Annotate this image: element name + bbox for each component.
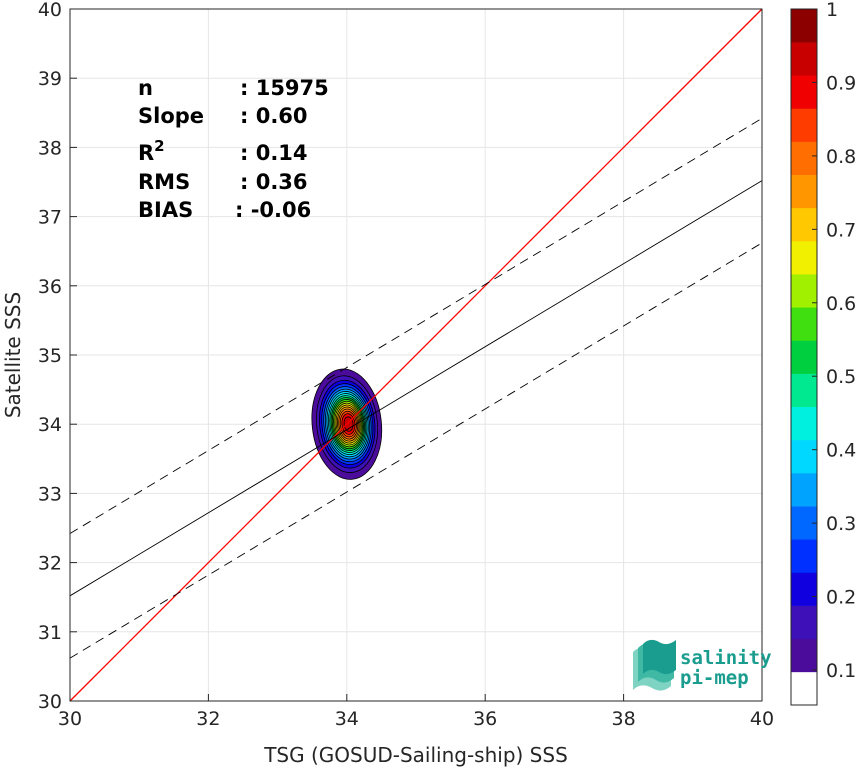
colorbar-segment	[791, 572, 817, 606]
x-tick-label: 34	[335, 708, 359, 730]
y-tick-label: 34	[38, 414, 62, 436]
colorbar-segment	[791, 373, 817, 408]
colorbar-tick-label: 0.1	[826, 660, 856, 682]
stat-label: n	[138, 76, 153, 100]
colorbar-segment	[791, 473, 817, 507]
colorbar-segment	[791, 108, 817, 142]
stat-label: RMS	[138, 170, 190, 194]
y-tick-label: 35	[38, 345, 62, 367]
logo-text-line1: salinity	[680, 647, 772, 669]
colorbar-segment	[791, 75, 817, 109]
colorbar-tick-label: 1	[826, 0, 838, 21]
grid	[69, 8, 763, 702]
y-ticks: 30 31 32 33 34 35 36 37 38 39 40	[38, 0, 77, 713]
stat-value: : -0.06	[235, 198, 311, 222]
colorbar-segment	[791, 141, 817, 176]
colorbar-segment	[791, 307, 817, 341]
colorbar-segment	[791, 340, 817, 374]
colorbar-segment	[791, 439, 817, 474]
colorbar-segment	[791, 671, 817, 706]
fit-line	[69, 180, 763, 597]
logo-wave-icon	[633, 639, 676, 691]
x-tick-label: 38	[612, 708, 636, 730]
stat-value: : 0.36	[240, 170, 308, 194]
colorbar-segment	[791, 207, 817, 242]
colorbar-tick-label: 0.6	[826, 293, 856, 315]
colorbar-segment	[791, 241, 817, 275]
x-tick-label: 40	[750, 708, 774, 730]
x-axis-label: TSG (GOSUD-Sailing-ship) SSS	[263, 743, 568, 767]
x-ticks: 30 32 34 36 38 40	[58, 694, 774, 730]
colorbar-tick-label: 0.7	[826, 219, 856, 241]
y-tick-label: 40	[38, 0, 62, 21]
x-tick-label: 32	[196, 708, 220, 730]
colorbar-tick-label: 0.8	[826, 146, 856, 168]
y-tick-label: 38	[38, 137, 62, 159]
colorbar-segment	[791, 406, 817, 441]
colorbar-tick-label: 0.5	[826, 366, 856, 388]
colorbar-tick-label: 0.2	[826, 587, 856, 609]
regression-lines	[69, 8, 763, 702]
x-tick-label: 36	[473, 708, 497, 730]
stat-value: : 0.60	[240, 104, 308, 128]
y-axis-label: Satellite SSS	[1, 292, 25, 418]
colorbar-segment	[791, 539, 817, 573]
colorbar-segment	[791, 9, 817, 43]
colorbar-tick-label: 0.9	[826, 72, 856, 94]
y-tick-label: 37	[38, 207, 62, 229]
identity-line	[69, 8, 763, 702]
colorbar-frame	[790, 8, 818, 706]
y-tick-label: 33	[38, 483, 62, 505]
y-tick-label: 39	[38, 68, 62, 90]
x-tick-label: 30	[58, 708, 82, 730]
stat-label: BIAS	[138, 198, 193, 222]
salinity-pimep-logo: salinity pi-mep	[633, 639, 772, 691]
stat-value: : 0.14	[240, 141, 308, 165]
stat-value: : 15975	[240, 76, 329, 100]
colorbar-tick-label: 0.4	[826, 440, 856, 462]
colorbar-segment	[791, 638, 817, 673]
colorbar: 0.1 0.2 0.3 0.4 0.5 0.6 0.7 0.8 0.9 1	[790, 0, 856, 706]
logo-text-line2: pi-mep	[680, 667, 749, 689]
colorbar-tick-label: 0.3	[826, 513, 856, 535]
stat-label: Slope	[138, 104, 204, 128]
colorbar-segment	[791, 605, 817, 640]
colorbar-segment	[791, 174, 817, 209]
y-tick-label: 30	[38, 691, 62, 713]
colorbar-segment	[791, 42, 817, 76]
y-tick-label: 36	[38, 276, 62, 298]
y-tick-label: 31	[38, 622, 62, 644]
colorbar-segment	[791, 274, 817, 308]
y-tick-label: 32	[38, 553, 62, 575]
